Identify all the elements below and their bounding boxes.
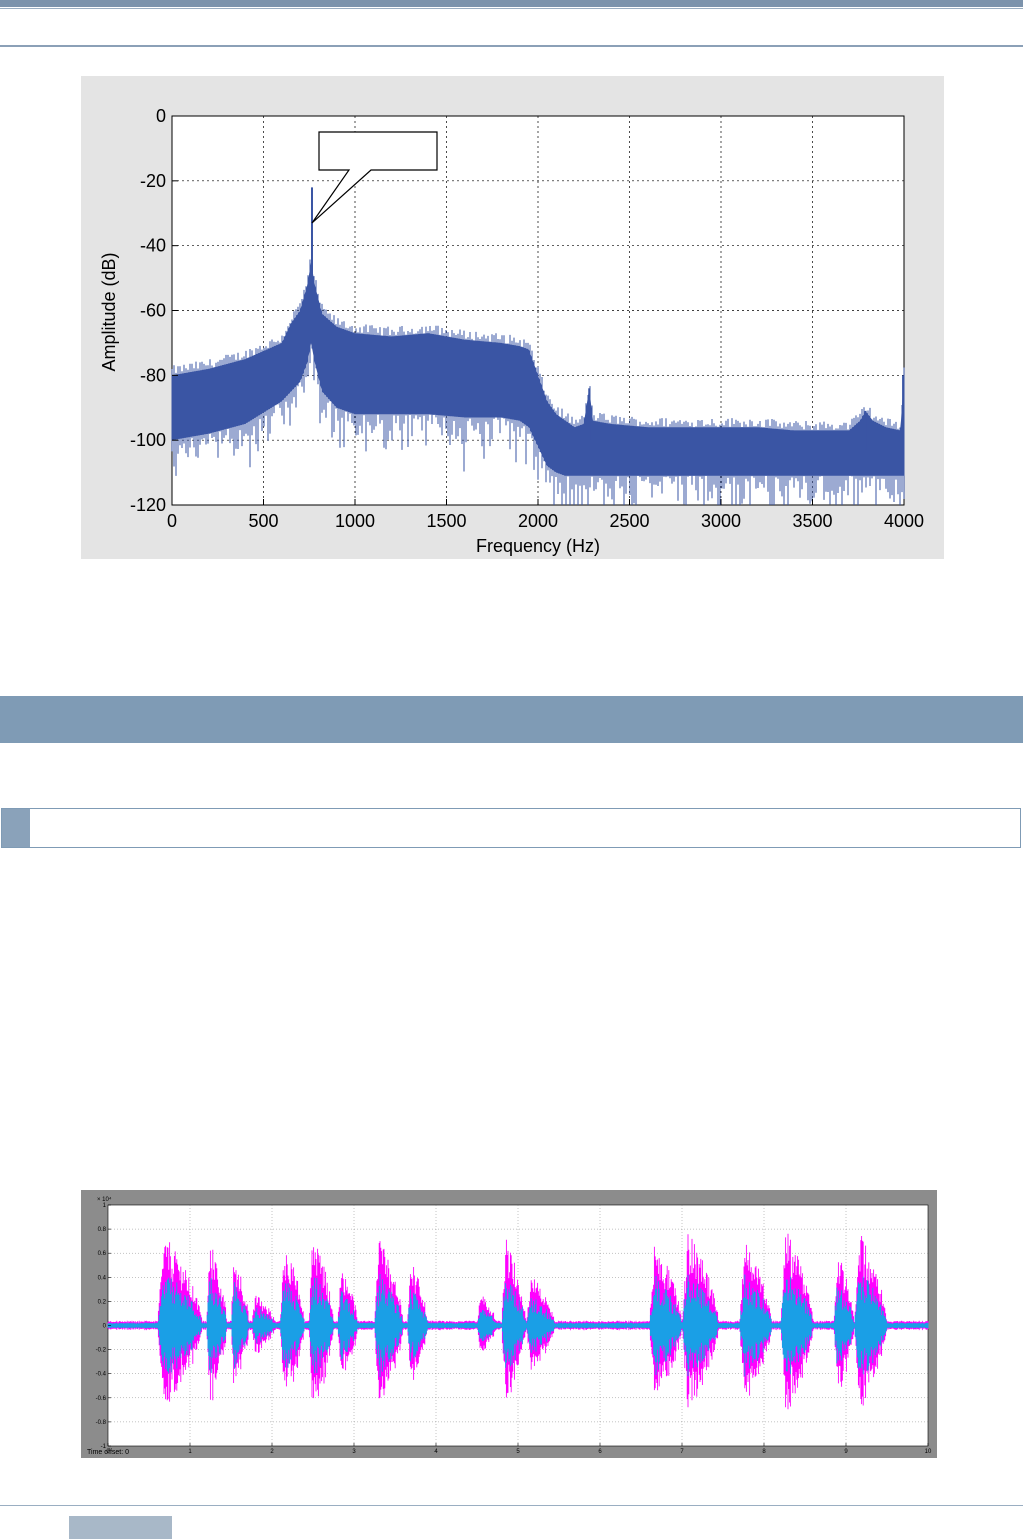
header-divider	[0, 45, 1023, 47]
x-tick-label: 2500	[609, 511, 649, 531]
y-tick-label: -0.4	[96, 1372, 107, 1378]
exponent-label: × 10⁴	[97, 1196, 112, 1203]
waveform-chart: 0 1 2 3 4 5 6 7 8 9 10 1 0.8 0.6 0.4 0.2 0 -0.2 -0.4 -0.6 -0…	[81, 1190, 937, 1458]
axis-ticks: 0 500 1000 1500 2000 2500 3000 3500 4000 0 -20 -40 -…	[130, 106, 924, 531]
subsection-heading-box	[1, 808, 1021, 848]
axis-ticks: 0 1 2 3 4 5 6 7 8 9 10 1 0.8 0.6 0.4 0.2 0 -0.2 -0.4 -0.6 -0…	[96, 1203, 932, 1455]
x-tick-label: 4	[434, 1449, 438, 1455]
header-accent-bar	[0, 0, 1023, 7]
x-tick-label: 0	[106, 1449, 110, 1455]
footer-page-tab	[69, 1516, 172, 1539]
y-tick-label: 0.4	[98, 1275, 107, 1281]
y-tick-label: -0.8	[96, 1420, 107, 1426]
waveform-plot: 0 1 2 3 4 5 6 7 8 9 10 1 0.8 0.6 0.4 0.2 0 -0.2 -0.4 -0.6 -0…	[87, 1196, 932, 1456]
x-tick-label: 2000	[518, 511, 558, 531]
y-tick-label: -0.2	[96, 1348, 107, 1354]
y-tick-label: -40	[140, 236, 166, 256]
x-axis-label: Frequency (Hz)	[476, 536, 600, 556]
section-heading-bar	[0, 696, 1023, 743]
x-tick-label: 2	[270, 1449, 274, 1455]
y-tick-label: 0	[103, 1324, 107, 1330]
footer-rule	[0, 1505, 1023, 1506]
x-tick-label: 5	[516, 1449, 520, 1455]
series-noise	[171, 187, 905, 505]
x-tick-label: 6	[598, 1449, 602, 1455]
x-tick-label: 7	[680, 1449, 684, 1455]
y-tick-label: 1	[103, 1203, 107, 1209]
y-tick-label: -1	[101, 1444, 107, 1450]
y-tick-label: 0.8	[98, 1227, 107, 1233]
callout-bubble	[311, 131, 438, 224]
x-tick-label: 1500	[426, 511, 466, 531]
spectrum-chart: 0 500 1000 1500 2000 2500 3000 3500 4000 0 -20 -40 -…	[81, 76, 944, 559]
y-tick-label: -60	[140, 301, 166, 321]
y-tick-label: -20	[140, 171, 166, 191]
x-tick-label: 8	[762, 1449, 766, 1455]
x-tick-label: 3000	[701, 511, 741, 531]
y-tick-label: 0	[156, 106, 166, 126]
x-tick-label: 0	[167, 511, 177, 531]
peak-callout	[311, 131, 438, 224]
subsection-marker	[2, 809, 30, 847]
y-axis-label: Amplitude (dB)	[99, 252, 119, 371]
y-tick-label: 0.2	[98, 1299, 107, 1305]
x-tick-label: 500	[248, 511, 278, 531]
y-tick-label: -0.6	[96, 1396, 107, 1402]
x-tick-label: 3500	[792, 511, 832, 531]
x-tick-label: 3	[352, 1449, 356, 1455]
y-tick-label: 0.6	[98, 1251, 107, 1257]
time-offset-label: Time offset: 0	[87, 1449, 129, 1456]
y-tick-label: -100	[130, 430, 166, 450]
x-tick-label: 1000	[335, 511, 375, 531]
x-tick-label: 10	[925, 1449, 932, 1455]
y-tick-label: -120	[130, 495, 166, 515]
y-tick-label: -80	[140, 365, 166, 385]
x-tick-label: 4000	[884, 511, 924, 531]
x-tick-label: 9	[844, 1449, 848, 1455]
waveform-series	[107, 1233, 929, 1410]
x-tick-label: 1	[188, 1449, 192, 1455]
spectrum-noise-spikes	[171, 259, 905, 505]
spectrum-plot: 0 500 1000 1500 2000 2500 3000 3500 4000 0 -20 -40 -…	[99, 106, 924, 556]
header-rule	[0, 8, 1023, 9]
